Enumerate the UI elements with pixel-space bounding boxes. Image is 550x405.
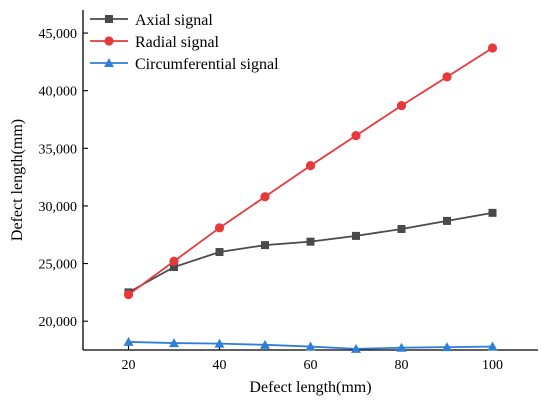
data-point: [442, 342, 452, 352]
legend: Axial signal Radial signal Circumferential…: [90, 12, 279, 73]
legend-item: Radial signal: [90, 34, 220, 51]
x-tick-label: 100: [482, 358, 503, 373]
y-tick-label: 40,000: [39, 85, 78, 100]
data-point: [487, 341, 498, 351]
data-point: [442, 72, 452, 82]
data-point: [169, 256, 179, 266]
data-point: [352, 231, 360, 240]
data-point: [487, 43, 498, 53]
data-point: [443, 216, 451, 225]
data-point: [260, 339, 270, 349]
data-point: [169, 338, 179, 348]
data-point: [170, 263, 178, 272]
legend-item: Axial signal: [90, 12, 213, 29]
data-point: [396, 342, 407, 352]
legend-marker: [104, 36, 114, 46]
data-point: [306, 237, 315, 246]
data-point: [305, 160, 316, 171]
data-point: [488, 208, 497, 217]
y-tick-label: 25,000: [39, 258, 78, 273]
x-axis-title: Defect length(mm): [249, 379, 371, 396]
data-point: [396, 101, 407, 111]
data-point: [351, 131, 361, 141]
data-point: [123, 336, 134, 346]
series-layer: [123, 43, 498, 353]
legend-label: Radial signal: [135, 34, 220, 51]
series-triangle: [123, 336, 498, 353]
x-tick-label: 80: [395, 358, 409, 373]
data-point: [215, 248, 224, 257]
x-tick-label: 20: [122, 358, 136, 373]
legend-label: Circumferential signal: [135, 56, 279, 73]
series-square: [124, 208, 497, 297]
data-point: [214, 338, 225, 348]
series-line: [128, 211, 493, 294]
x-tick-label: 60: [304, 358, 318, 373]
data-point: [261, 241, 269, 250]
legend-marker: [105, 15, 113, 23]
legend-label: Axial signal: [135, 12, 213, 29]
axes-layer: 20 40 60 80 100 20,000 25,000 30,000 35,000 40,00…: [39, 10, 538, 373]
y-tick-label: 35,000: [39, 142, 78, 157]
data-point: [305, 341, 316, 351]
series-line: [127, 47, 493, 296]
data-point: [397, 224, 406, 233]
data-point: [260, 192, 270, 202]
data-point: [214, 223, 225, 233]
legend-item: Circumferential signal: [90, 56, 279, 73]
x-tick-label: 40: [213, 358, 227, 373]
y-axis-title: Defect length(mm): [9, 119, 26, 241]
data-point: [123, 290, 134, 300]
series-circle: [123, 43, 498, 300]
y-tick-label: 30,000: [39, 200, 78, 215]
y-tick-label: 20,000: [39, 315, 78, 330]
y-tick-label: 45,000: [39, 27, 78, 42]
legend-marker: [104, 58, 114, 67]
data-point: [351, 343, 361, 353]
